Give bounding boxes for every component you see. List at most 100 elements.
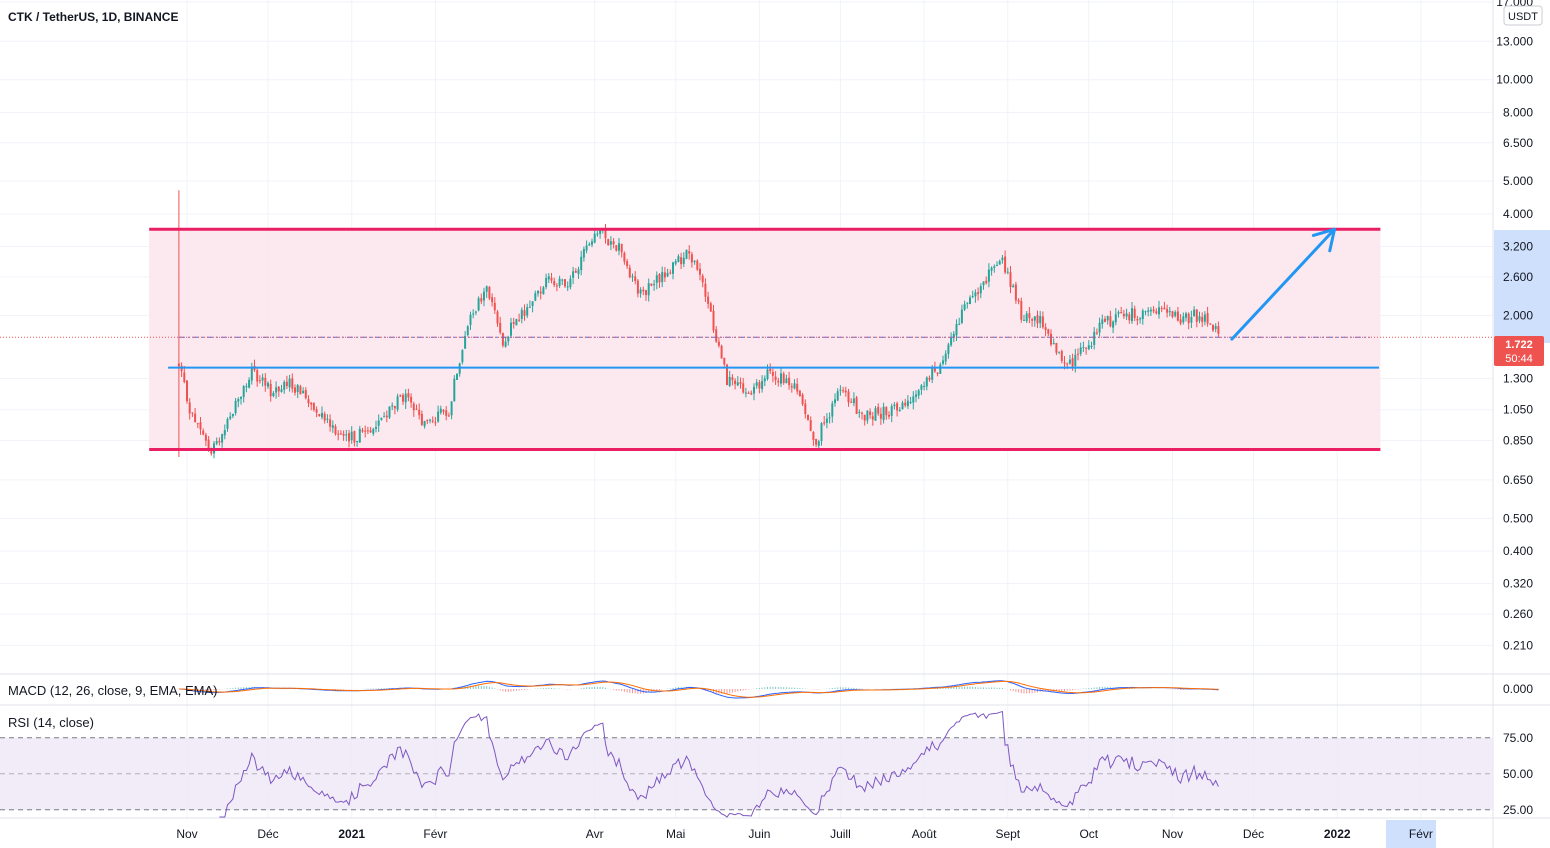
macd-title[interactable]: MACD (12, 26, close, 9, EMA, EMA) bbox=[8, 683, 218, 698]
candle bbox=[1206, 306, 1209, 327]
candle bbox=[1193, 306, 1196, 317]
candle bbox=[574, 268, 577, 273]
time-tick-label: Juill bbox=[830, 827, 851, 841]
symbol-title[interactable]: CTK / TetherUS, 1D, BINANCE bbox=[8, 10, 178, 24]
time-tick-label: 2022 bbox=[1324, 827, 1351, 841]
candle bbox=[547, 273, 550, 284]
candle bbox=[1087, 340, 1090, 351]
rsi-title[interactable]: RSI (14, close) bbox=[8, 715, 94, 730]
candle bbox=[923, 381, 926, 391]
candle bbox=[364, 425, 367, 438]
candle bbox=[396, 393, 399, 412]
candle bbox=[250, 362, 253, 385]
candle bbox=[329, 414, 332, 432]
candle bbox=[761, 375, 764, 393]
currency-button[interactable]: USDT bbox=[1503, 5, 1543, 26]
candle bbox=[369, 426, 372, 433]
time-axis-highlight bbox=[1386, 820, 1436, 848]
candle bbox=[1114, 308, 1117, 326]
candle bbox=[358, 425, 361, 444]
candle bbox=[1171, 310, 1174, 319]
time-axis[interactable]: Nov Déc 2021 Févr Avr Mai Juin Juill Août Sept Oct… bbox=[176, 827, 1433, 841]
candle bbox=[655, 271, 658, 290]
candle bbox=[426, 419, 429, 425]
candle bbox=[1052, 338, 1055, 345]
candle bbox=[1136, 315, 1139, 326]
candle bbox=[188, 398, 191, 420]
candle bbox=[466, 325, 469, 337]
candle bbox=[631, 273, 634, 282]
candle bbox=[304, 387, 307, 400]
countdown-timer: 50:44 bbox=[1505, 353, 1533, 365]
candle bbox=[825, 413, 828, 429]
candle bbox=[844, 386, 847, 397]
candle bbox=[377, 414, 380, 433]
candle bbox=[569, 275, 572, 290]
rsi-line bbox=[219, 710, 1219, 818]
candle bbox=[447, 412, 450, 417]
candle bbox=[372, 427, 375, 436]
candle bbox=[523, 304, 526, 321]
candle bbox=[804, 399, 807, 419]
candle bbox=[1023, 314, 1025, 321]
candle bbox=[834, 393, 836, 407]
range-box[interactable] bbox=[149, 229, 1381, 450]
time-tick-label: Févr bbox=[1409, 827, 1433, 841]
candle bbox=[315, 406, 318, 418]
price-tick-label: 8.000 bbox=[1503, 105, 1533, 119]
candle bbox=[771, 368, 774, 383]
candle bbox=[1190, 310, 1193, 328]
candle bbox=[285, 375, 288, 390]
candle bbox=[269, 379, 272, 402]
candle bbox=[739, 377, 742, 389]
candle bbox=[947, 342, 950, 359]
candle bbox=[658, 273, 661, 288]
candle bbox=[680, 252, 683, 270]
candle bbox=[248, 377, 251, 389]
candle bbox=[558, 275, 561, 288]
candle bbox=[1006, 267, 1009, 275]
price-tick-label: 4.000 bbox=[1503, 207, 1533, 221]
candle bbox=[215, 437, 218, 446]
candle bbox=[1214, 323, 1217, 333]
projection-arrow[interactable] bbox=[1230, 227, 1336, 341]
candle bbox=[539, 286, 542, 300]
candle bbox=[1090, 341, 1093, 350]
candle bbox=[996, 261, 998, 267]
candle bbox=[226, 417, 229, 432]
candle bbox=[1158, 300, 1160, 319]
rsi-pane bbox=[0, 710, 1493, 818]
candle bbox=[237, 397, 240, 408]
candle bbox=[326, 414, 329, 424]
candle bbox=[774, 371, 777, 385]
price-tick-label: 0.500 bbox=[1503, 511, 1533, 525]
candle bbox=[669, 269, 672, 275]
candle bbox=[307, 395, 310, 408]
macd-pane bbox=[178, 680, 1219, 699]
candles bbox=[177, 190, 1220, 459]
macd-line bbox=[178, 680, 1219, 699]
price-axis[interactable]: 17.000 13.000 10.000 8.000 6.500 5.000 4.000 3.… bbox=[1496, 0, 1533, 817]
candle bbox=[628, 264, 631, 279]
time-tick-label: Nov bbox=[176, 827, 197, 841]
candle bbox=[561, 278, 564, 286]
candle bbox=[852, 392, 855, 407]
candle bbox=[240, 396, 242, 405]
candle bbox=[499, 316, 502, 335]
candle bbox=[1203, 311, 1206, 326]
candle bbox=[1179, 314, 1182, 326]
candle bbox=[410, 393, 413, 408]
candle bbox=[855, 395, 858, 415]
candle bbox=[580, 250, 583, 276]
candle bbox=[1101, 314, 1104, 329]
candle bbox=[801, 392, 804, 407]
rsi-tick-label: 25.00 bbox=[1503, 803, 1533, 817]
candle bbox=[218, 437, 221, 446]
candle bbox=[782, 371, 785, 385]
candle bbox=[291, 373, 294, 393]
candle bbox=[882, 402, 885, 424]
candle bbox=[650, 283, 653, 287]
rsi-tick-label: 50.00 bbox=[1503, 767, 1533, 781]
candle bbox=[720, 344, 723, 359]
